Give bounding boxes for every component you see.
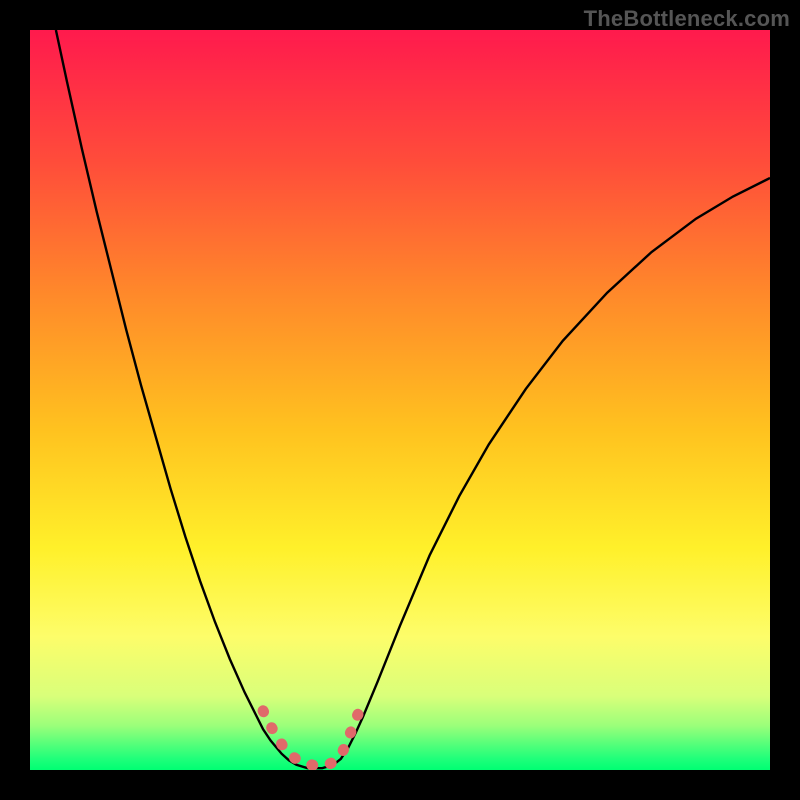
watermark-text: TheBottleneck.com [584,6,790,32]
plot-background [30,30,770,770]
bottleneck-chart [0,0,800,800]
